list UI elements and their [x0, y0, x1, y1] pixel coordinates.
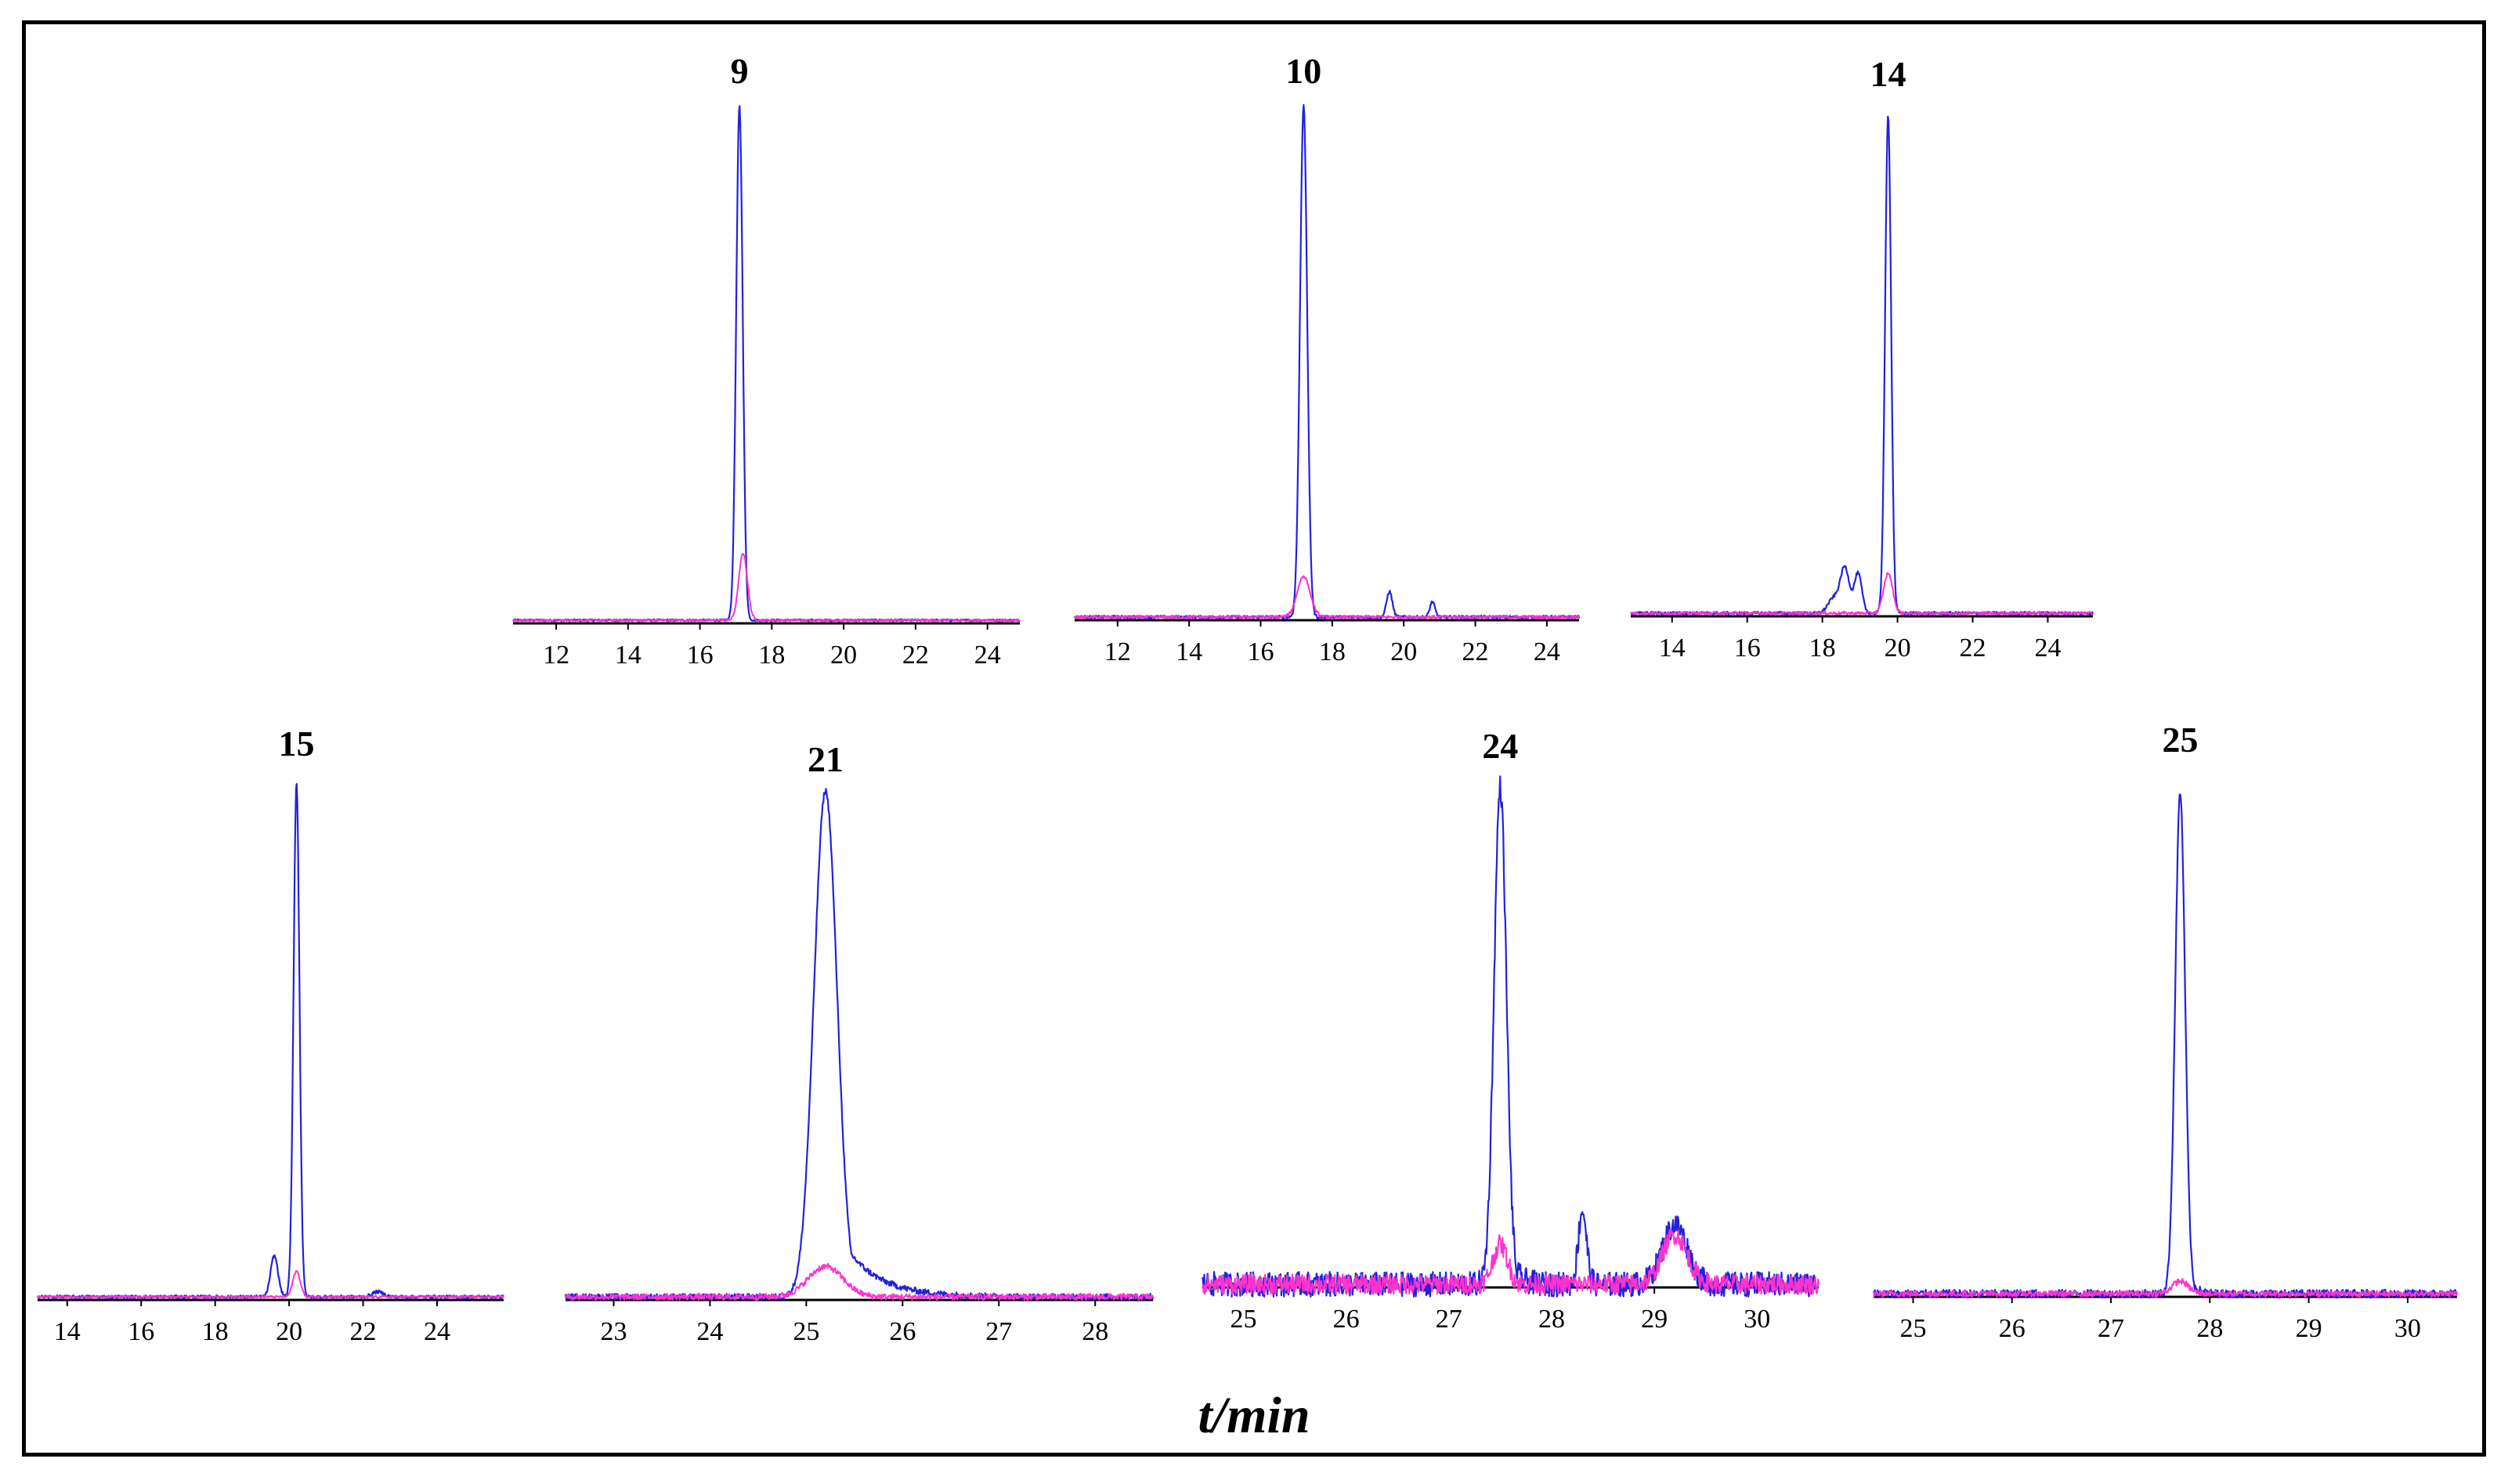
x-tick-label: 26: [889, 1317, 916, 1346]
x-tick-label: 25: [1230, 1305, 1256, 1334]
panel-title: 14: [1870, 54, 1906, 94]
panel-title: 21: [808, 739, 844, 779]
x-tick-label: 29: [2296, 1314, 2322, 1343]
x-tick-label: 24: [424, 1317, 450, 1346]
x-tick-label: 18: [202, 1317, 229, 1346]
x-tick-label: 27: [985, 1317, 1012, 1346]
trace-magenta: [512, 553, 1021, 623]
x-tick-label: 14: [1176, 637, 1202, 666]
trace-magenta: [1202, 1229, 1820, 1295]
x-tick-label: 12: [1104, 637, 1131, 666]
chromatogram-panel-10: 12 14 16 18 20 22 24 10: [1074, 51, 1581, 666]
trace-blue: [1201, 775, 1820, 1298]
x-tick-label: 20: [276, 1317, 302, 1346]
x-tick-label: 25: [1900, 1314, 1927, 1343]
chromatogram-panel-25: 25 26 27 28 29 30 25: [1873, 720, 2458, 1343]
x-tick-label: 22: [1462, 637, 1489, 666]
x-tick-label: 14: [615, 641, 641, 670]
x-tick-label: 27: [1436, 1305, 1462, 1334]
trace-blue: [1074, 103, 1581, 620]
x-tick-label: 30: [2394, 1314, 2421, 1343]
x-tick-label: 23: [600, 1317, 627, 1346]
x-tick-label: 20: [1390, 637, 1417, 666]
x-tick-label: 24: [1534, 637, 1560, 666]
x-tick-label: 22: [350, 1317, 377, 1346]
trace-blue: [564, 788, 1155, 1301]
x-tick-label: 22: [902, 641, 929, 670]
x-tick-label: 14: [54, 1317, 81, 1346]
x-tick-label: 20: [1885, 634, 1911, 663]
x-tick-label: 16: [1734, 634, 1761, 663]
x-tick-label: 25: [793, 1317, 819, 1346]
x-tick-label: 28: [1538, 1305, 1565, 1334]
x-tick-label: 18: [758, 641, 785, 670]
trace-magenta: [565, 1262, 1154, 1301]
panel-title: 9: [731, 51, 749, 91]
panel-title: 24: [1482, 726, 1518, 766]
x-tick-label: 16: [1248, 637, 1274, 666]
x-tick-label: 12: [543, 641, 569, 670]
x-tick-label: 28: [1082, 1317, 1108, 1346]
x-tick-label: 28: [2196, 1314, 2223, 1343]
x-tick-label: 20: [830, 641, 857, 670]
trace-magenta: [37, 1269, 504, 1299]
panel-title: 25: [2162, 720, 2198, 760]
x-tick-label: 27: [2098, 1314, 2124, 1343]
trace-magenta: [1630, 572, 2094, 616]
chromatogram-panel-14: 14 16 18 20 22 24 14: [1630, 54, 2094, 663]
x-tick-label: 29: [1641, 1305, 1668, 1334]
trace-magenta: [1074, 575, 1580, 619]
x-tick-label: 26: [1333, 1305, 1360, 1334]
chromatogram-panel-21: 23 24 25 26 27 28 21: [564, 739, 1155, 1346]
chromatogram-panel-24: 25 26 27 28 29 30 24: [1201, 726, 1820, 1334]
chromatogram-panel-9: 12 14 16 18 20 22 24 9: [512, 51, 1021, 670]
panel-title: 10: [1285, 51, 1321, 91]
x-axis-label: t/min: [1198, 1387, 1310, 1444]
trace-blue: [512, 105, 1021, 623]
figure-frame: [22, 20, 2486, 1457]
trace-magenta: [1873, 1278, 2458, 1298]
x-tick-label: 24: [974, 641, 1001, 670]
x-tick-label: 16: [128, 1317, 154, 1346]
x-tick-label: 16: [687, 641, 714, 670]
x-tick-label: 30: [1744, 1305, 1770, 1334]
x-tick-label: 14: [1659, 634, 1686, 663]
trace-blue: [1873, 793, 2458, 1299]
x-tick-label: 24: [2034, 634, 2061, 663]
x-tick-label: 18: [1809, 634, 1836, 663]
trace-blue: [1630, 115, 2094, 616]
trace-blue: [36, 782, 504, 1300]
x-tick-label: 24: [696, 1317, 723, 1346]
panel-title: 15: [279, 724, 315, 764]
x-tick-label: 26: [1999, 1314, 2026, 1343]
chromatogram-panel-15: 14 16 18 20 22 24 15: [36, 724, 504, 1346]
x-tick-label: 22: [1960, 634, 1986, 663]
x-tick-label: 18: [1319, 637, 1346, 666]
